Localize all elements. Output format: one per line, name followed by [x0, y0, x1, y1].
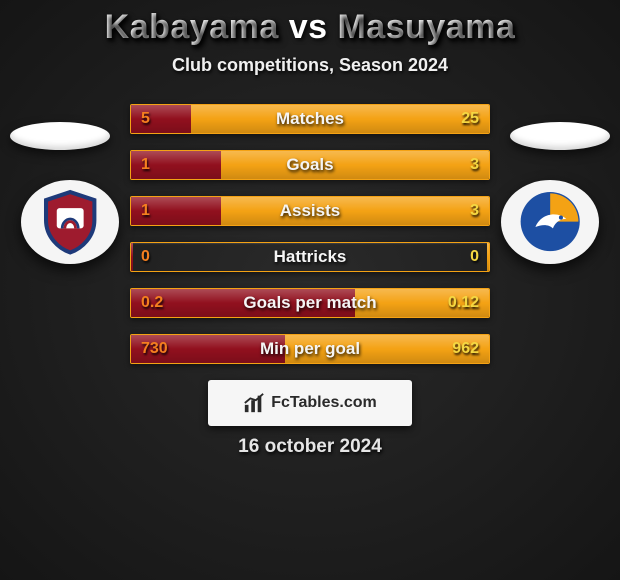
chart-icon [243, 392, 265, 414]
stat-fill-right [285, 335, 489, 363]
stat-fill-left [131, 105, 191, 133]
bird-badge-icon [511, 188, 589, 255]
stat-fill-left [131, 197, 221, 225]
stat-label: Hattricks [131, 247, 489, 267]
stat-value-right: 0 [470, 248, 479, 266]
flag-right [510, 122, 610, 150]
stat-fill-left [131, 151, 221, 179]
stat-row: Goals13 [130, 150, 490, 180]
player2-name: Masuyama [337, 8, 515, 46]
stat-row: Matches525 [130, 104, 490, 134]
stats-bars: Matches525 Goals13 Assists13 Hattricks0 0 Goa… [130, 104, 490, 364]
vs-text: vs [289, 8, 328, 46]
stat-fill-left [131, 289, 355, 317]
shield-icon [31, 188, 109, 255]
stat-row: Min per goal730962 [130, 334, 490, 364]
stat-fill-left [131, 335, 285, 363]
stat-fill-right [191, 105, 489, 133]
subtitle: Club competitions, Season 2024 [0, 55, 620, 76]
stat-row: Hattricks0 0 [130, 242, 490, 272]
stat-fill-right [221, 197, 490, 225]
stat-fill-right [487, 243, 489, 271]
stat-fill-right [221, 151, 490, 179]
stat-row: Goals per match0.20.12 [130, 288, 490, 318]
comparison-card: Kabayama vs Masuyama Club competitions, … [0, 0, 620, 458]
page-title: Kabayama vs Masuyama [0, 8, 620, 47]
brand-text: FcTables.com [271, 394, 377, 412]
flag-left [10, 122, 110, 150]
stat-fill-left [131, 243, 133, 271]
stat-value-left: 0 [141, 248, 150, 266]
club-crest-left [21, 180, 119, 264]
player1-name: Kabayama [105, 8, 279, 46]
stat-row: Assists13 [130, 196, 490, 226]
brand-box[interactable]: FcTables.com [208, 380, 412, 426]
stat-fill-right [355, 289, 489, 317]
date-text: 16 october 2024 [0, 436, 620, 458]
club-crest-right [501, 180, 599, 264]
